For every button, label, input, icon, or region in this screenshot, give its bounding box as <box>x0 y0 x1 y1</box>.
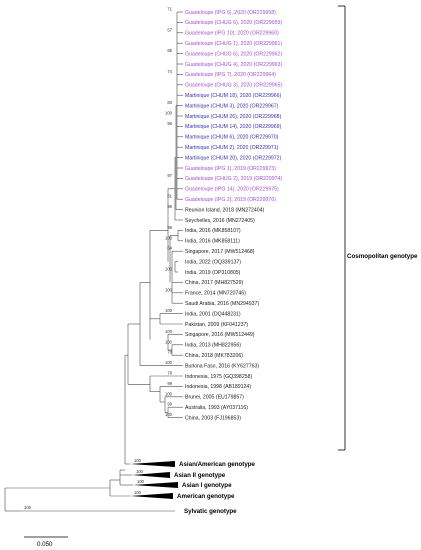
taxon-label: Singapore, 2016 (MW512449) <box>185 332 255 338</box>
bootstrap-value: 78 <box>167 350 172 355</box>
bootstrap-value: 99 <box>167 402 172 407</box>
bootstrap-value: 64 <box>167 246 172 251</box>
taxon-label: India, 2001 (DQ448231) <box>185 311 241 317</box>
taxon-label: Guadeloupe (IPG 14), 2020 (OR229975) <box>185 187 279 193</box>
bootstrap-value: 100 <box>134 490 142 495</box>
collapsed-clade-label: Asian I genotype <box>182 482 232 489</box>
taxon-label: Guadeloupe (CHUG 1), 2020 (OR229961) <box>185 41 282 47</box>
cosmopolitan-bracket: Cosmopolitan genotype <box>338 5 418 451</box>
taxon-label: India, 2016 (MK858107) <box>185 228 241 234</box>
cosmopolitan-genotype-label: Cosmopolitan genotype <box>347 253 418 260</box>
taxon-label: Guadeloupe (IPG 7), 2020 (OR229964) <box>185 72 276 78</box>
taxon-label: Pakistan, 2009 (KF041237) <box>185 322 248 328</box>
collapsed-clade-triangle <box>130 461 175 467</box>
taxon-label: Seychelles, 2016 (MN272405) <box>185 218 255 224</box>
taxon-label: India, 2022 (OQ339137) <box>185 259 241 265</box>
bootstrap-value: 100 <box>165 391 173 396</box>
collapsed-clade-triangle <box>132 472 170 478</box>
bootstrap-value: 100 <box>24 505 32 510</box>
taxon-label: Australia, 1993 (AY037116) <box>185 405 248 411</box>
taxon-label: Burkina Faso, 2016 (KY627763) <box>185 363 259 369</box>
bootstrap-value: 71 <box>167 7 172 12</box>
collapsed-clade-label: American genotype <box>177 493 235 500</box>
bootstrap-value: 100 <box>165 287 173 292</box>
bootstrap-value: 100 <box>165 360 173 365</box>
taxon-label: China, 2017 (MH827529) <box>185 280 244 286</box>
bootstrap-value: 100 <box>165 412 173 417</box>
taxon-label: Martinique (CHUM 6), 2020 (OR229970) <box>185 135 279 141</box>
taxon-label: India, 2019 (OP310805) <box>185 270 241 276</box>
taxon-label: Martinique (CHUM 26), 2020 (OR229968) <box>185 114 282 120</box>
bootstrap-value: 100 <box>136 469 144 474</box>
bootstrap-value: 96 <box>167 121 172 126</box>
bootstrap-value: 81 <box>167 194 172 199</box>
bootstrap-value: 100 <box>165 235 173 240</box>
taxon-label: Indonesia, 1975 (GQ398258) <box>185 374 252 380</box>
bootstrap-values: 100 100 100 100 100 71 57 85 74 80 100 96 97 81 96 99 10… <box>24 7 173 511</box>
bootstrap-value: 74 <box>167 69 172 74</box>
taxon-labels: Guadeloupe (IPG 6), 2020 (OR229958) Guade… <box>185 10 282 422</box>
taxon-label: India, 2013 (MH822956) <box>185 343 241 349</box>
collapsed-clade-label: Asian II genotype <box>174 472 226 479</box>
taxon-label: Guadeloupe (CHUG 3), 2020 (OR229965) <box>185 83 282 89</box>
taxon-label: Martinique (CHUM 2), 2020 (OR229971) <box>185 145 279 151</box>
scale-bar: 0.050 <box>24 536 68 548</box>
taxon-label: Guadeloupe (CHUG 6), 2020 (OR229962) <box>185 51 282 57</box>
bootstrap-value: 78 <box>167 371 172 376</box>
bootstrap-value: 100 <box>165 308 173 313</box>
taxon-label: Saudi Arabia, 2016 (MN294937) <box>185 301 259 307</box>
taxon-label: Guadeloupe (IPG 2), 2019 (OR229976) <box>185 197 276 203</box>
taxon-label: China, 2018 (MK783206) <box>185 353 243 359</box>
bootstrap-value: 99 <box>167 225 172 230</box>
collapsed-clade-triangle <box>130 493 173 499</box>
bootstrap-value: 100 <box>134 458 142 463</box>
bootstrap-value: 100 <box>165 339 173 344</box>
bootstrap-value: 96 <box>167 204 172 209</box>
taxon-label: China, 2003 (FJ196853) <box>185 415 241 421</box>
taxon-label: Indonesia, 1998 (AB189124) <box>185 384 251 390</box>
taxon-label: Martinique (CHUM 20), 2020 (OR229972) <box>185 155 282 161</box>
tree-branches <box>4 11 183 512</box>
bootstrap-value: 99 <box>167 381 172 386</box>
taxon-label: Guadeloupe (IPG 1), 2019 (OR229973) <box>185 166 276 172</box>
bootstrap-value: 100 <box>165 111 173 116</box>
taxon-label: Martinique (CHUM 3), 2020 (OR229967) <box>185 103 279 109</box>
bootstrap-value: 80 <box>167 100 172 105</box>
taxon-label: France, 2014 (MN720746) <box>185 291 246 297</box>
scale-bar-label: 0.050 <box>37 541 53 548</box>
taxon-label: Guadeloupe (CHUG 6), 2020 (OR229959) <box>185 20 282 26</box>
bootstrap-value: 57 <box>167 27 172 32</box>
collapsed-clade-triangle <box>133 482 178 488</box>
taxon-label: Guadeloupe (IPG 6), 2020 (OR229958) <box>185 10 276 16</box>
taxon-label: Guadeloupe (IPG 10), 2020 (OR229960) <box>185 31 279 37</box>
taxon-label: Martinique (CHUM 14), 2020 (OR229969) <box>185 124 282 130</box>
taxon-label: Guadeloupe (CHUG 4), 2020 (OR229963) <box>185 62 282 68</box>
bootstrap-value: 100 <box>165 329 173 334</box>
bootstrap-value: 97 <box>167 173 172 178</box>
taxon-label: Martinique (CHUM 18), 2020 (OR229966) <box>185 93 282 99</box>
taxon-label: India, 2016 (MK858111) <box>185 239 240 245</box>
taxon-label: Reunion Island, 2018 (MN272404) <box>185 207 265 213</box>
bootstrap-value: 100 <box>165 267 173 272</box>
bootstrap-value: 85 <box>167 48 172 53</box>
collapsed-clade-label: Sylvatic genotype <box>184 508 237 515</box>
taxon-label: Guadeloupe (CHUG 2), 2019 (OR229974) <box>185 176 282 182</box>
collapsed-clades: Asian/American genotype Asian II genotype… <box>130 461 256 515</box>
bootstrap-value: 100 <box>137 479 145 484</box>
taxon-label: Singapore, 2017 (MW512468) <box>185 249 255 255</box>
collapsed-clade-label: Asian/American genotype <box>179 461 256 468</box>
taxon-label: Brunei, 2005 (EU179857) <box>185 395 244 401</box>
